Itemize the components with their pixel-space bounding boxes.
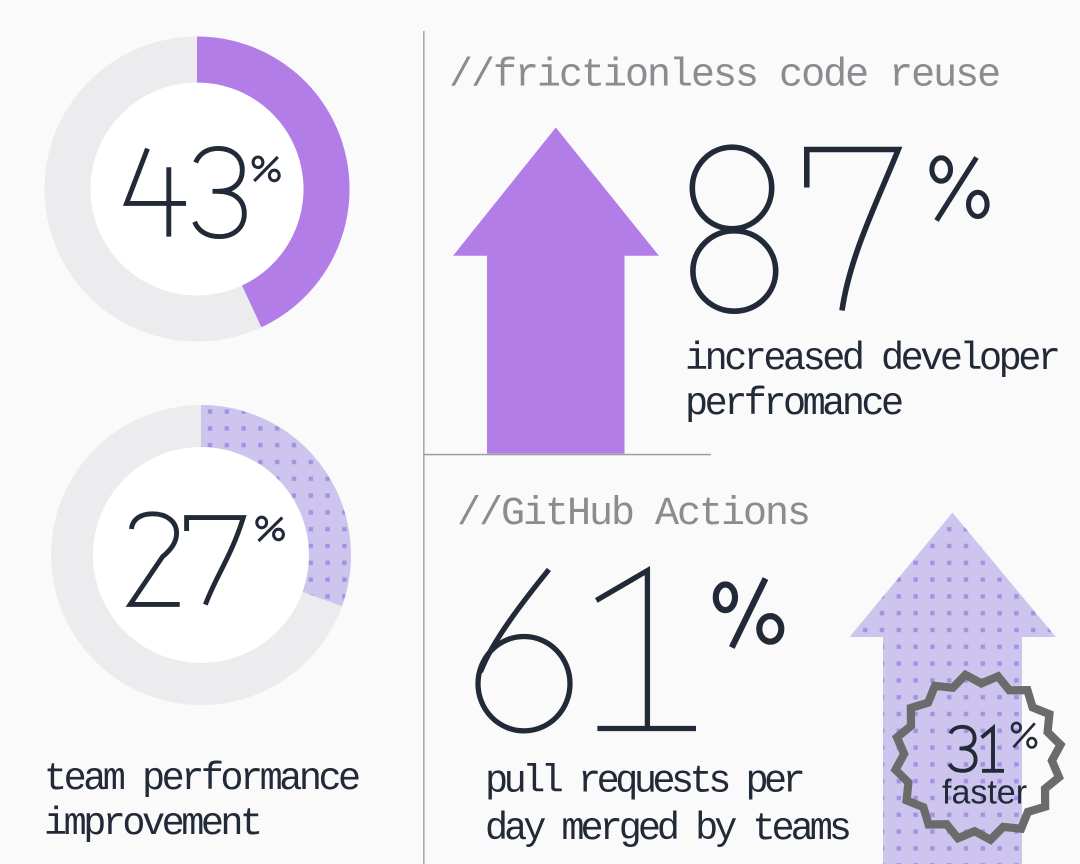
svg-text:faster: faster [942, 774, 1027, 812]
svg-text:team performance: team performance [44, 757, 359, 801]
svg-text:improvement: improvement [44, 802, 260, 846]
svg-text:pull requests per: pull requests per [485, 760, 803, 804]
svg-text:day merged by teams: day merged by teams [485, 807, 849, 851]
svg-text:perfromance: perfromance [685, 382, 902, 426]
svg-text:increased developer: increased developer [685, 337, 1058, 381]
svg-text://frictionless code reuse: //frictionless code reuse [449, 54, 999, 99]
svg-text://GitHub Actions: //GitHub Actions [457, 492, 809, 537]
